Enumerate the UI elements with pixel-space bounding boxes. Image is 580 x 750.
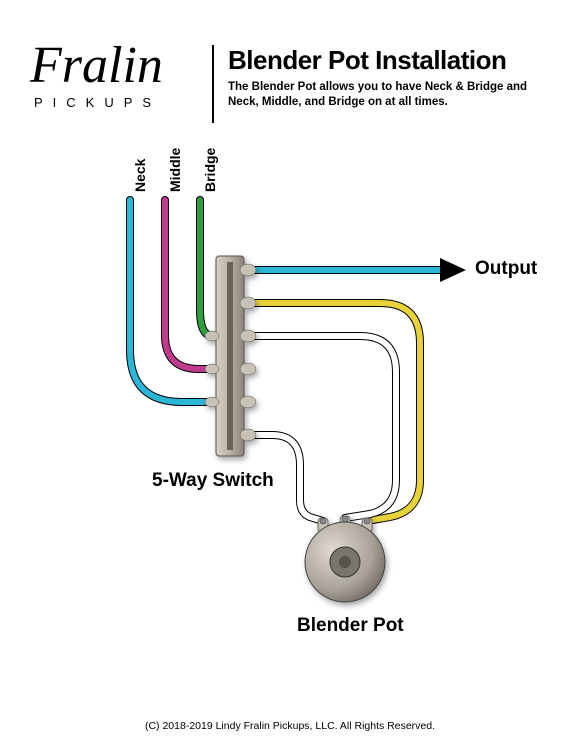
middle-wire [165,200,213,369]
bridge-wire [200,200,213,336]
output-arrow-icon [440,258,466,282]
wiring-diagram: Neck Middle Bridge Output 5-Way Switch B… [0,140,580,670]
logo: Fralin PICKUPS [30,45,210,110]
blender-pot [305,516,385,602]
header: Fralin PICKUPS Blender Pot Installation … [0,0,580,123]
page-subtitle: The Blender Pot allows you to have Neck … [228,80,550,110]
logo-subtext: PICKUPS [34,95,195,110]
bridge-label: Bridge [202,148,218,192]
middle-label: Middle [167,148,183,192]
page-title: Blender Pot Installation [228,45,550,76]
footer-copyright: (C) 2018-2019 Lindy Fralin Pickups, LLC.… [0,720,580,732]
diagram-svg [0,140,580,670]
title-block: Blender Pot Installation The Blender Pot… [228,45,550,110]
switch-label: 5-Way Switch [152,470,274,492]
header-divider [212,45,214,123]
logo-script: Fralin [30,45,195,87]
neck-label: Neck [132,159,148,192]
output-label: Output [475,258,537,280]
pot-label: Blender Pot [297,615,404,637]
five-way-switch [205,256,256,456]
